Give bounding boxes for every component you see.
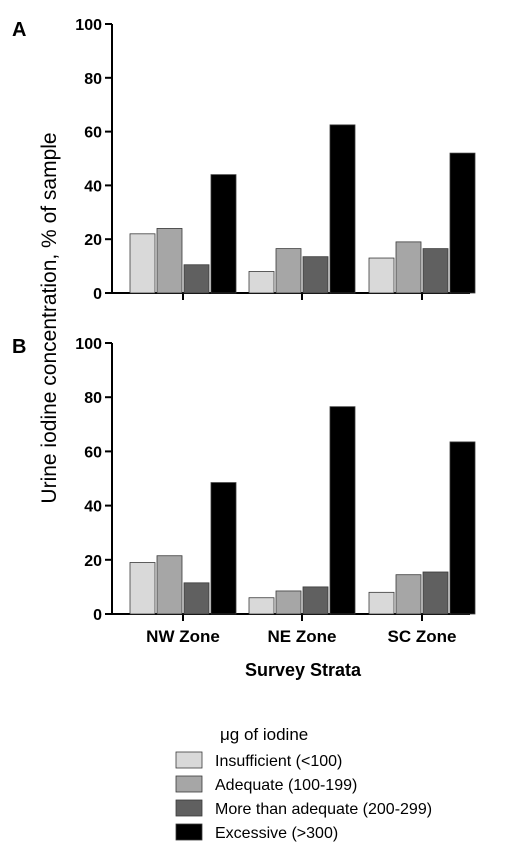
panel-label: B bbox=[12, 336, 26, 358]
x-tick-label: NE Zone bbox=[268, 627, 337, 646]
y-tick-label: 60 bbox=[84, 125, 102, 142]
y-tick-label: 0 bbox=[93, 607, 102, 624]
panel-label: A bbox=[12, 19, 26, 41]
legend-swatch bbox=[175, 775, 203, 793]
x-tick-label: SC Zone bbox=[388, 627, 457, 646]
y-tick-label: 40 bbox=[84, 499, 102, 516]
y-tick-label: 20 bbox=[84, 232, 102, 249]
bar-insufficient-100-sc-zone bbox=[368, 257, 395, 294]
y-tick-label: 60 bbox=[84, 444, 102, 461]
legend-label: More than adequate (200-299) bbox=[215, 801, 432, 818]
bar-adequate-100-199-sc-zone bbox=[395, 574, 422, 615]
bar-insufficient-100-ne-zone bbox=[248, 597, 275, 615]
y-tick-label: 80 bbox=[84, 71, 102, 88]
bar-more-than-adequate-200-299-ne-zone bbox=[302, 256, 329, 294]
legend-swatch bbox=[175, 751, 203, 769]
bar-excessive-300-ne-zone bbox=[329, 406, 356, 615]
legend-label: Excessive (>300) bbox=[215, 825, 338, 842]
panel-b-chart: B 0 20 40 60 80 100 NW Zone NE Zone SC Zone bbox=[12, 336, 476, 646]
bar-excessive-300-nw-zone bbox=[210, 174, 237, 294]
y-tick-label: 100 bbox=[75, 17, 102, 34]
y-axis-label: Urine iodine concentration, % of sample bbox=[38, 132, 61, 503]
bar-adequate-100-199-sc-zone bbox=[395, 241, 422, 294]
bar-adequate-100-199-ne-zone bbox=[275, 590, 302, 615]
y-tick-label: 20 bbox=[84, 553, 102, 570]
bar-more-than-adequate-200-299-ne-zone bbox=[302, 586, 329, 615]
legend-title: μg of iodine bbox=[220, 725, 308, 744]
panel-a-chart: A 0 20 40 60 80 100 bbox=[12, 17, 476, 303]
bar-excessive-300-nw-zone bbox=[210, 482, 237, 615]
bar-excessive-300-sc-zone bbox=[449, 441, 476, 615]
bar-adequate-100-199-nw-zone bbox=[156, 555, 183, 615]
bar-more-than-adequate-200-299-sc-zone bbox=[422, 571, 449, 615]
bar-excessive-300-ne-zone bbox=[329, 124, 356, 294]
y-tick-label: 100 bbox=[75, 336, 102, 353]
bar-insufficient-100-ne-zone bbox=[248, 271, 275, 294]
legend-label: Insufficient (<100) bbox=[215, 753, 342, 770]
y-tick-label: 0 bbox=[93, 286, 102, 303]
legend: μg of iodine Insufficient (<100) Adequate… bbox=[175, 725, 432, 842]
y-tick-label: 80 bbox=[84, 390, 102, 407]
legend-swatch bbox=[175, 799, 203, 817]
bar-adequate-100-199-nw-zone bbox=[156, 228, 183, 294]
bar-insufficient-100-nw-zone bbox=[129, 233, 156, 294]
legend-swatch bbox=[175, 823, 203, 841]
bar-insufficient-100-nw-zone bbox=[129, 562, 156, 615]
bar-more-than-adequate-200-299-nw-zone bbox=[183, 264, 210, 294]
x-tick-label: NW Zone bbox=[146, 627, 220, 646]
bar-insufficient-100-sc-zone bbox=[368, 591, 395, 615]
bar-more-than-adequate-200-299-sc-zone bbox=[422, 248, 449, 294]
x-axis-label: Survey Strata bbox=[245, 660, 362, 680]
bar-adequate-100-199-ne-zone bbox=[275, 248, 302, 294]
legend-label: Adequate (100-199) bbox=[215, 777, 357, 794]
bar-excessive-300-sc-zone bbox=[449, 152, 476, 294]
y-tick-label: 40 bbox=[84, 178, 102, 195]
bar-more-than-adequate-200-299-nw-zone bbox=[183, 582, 210, 615]
